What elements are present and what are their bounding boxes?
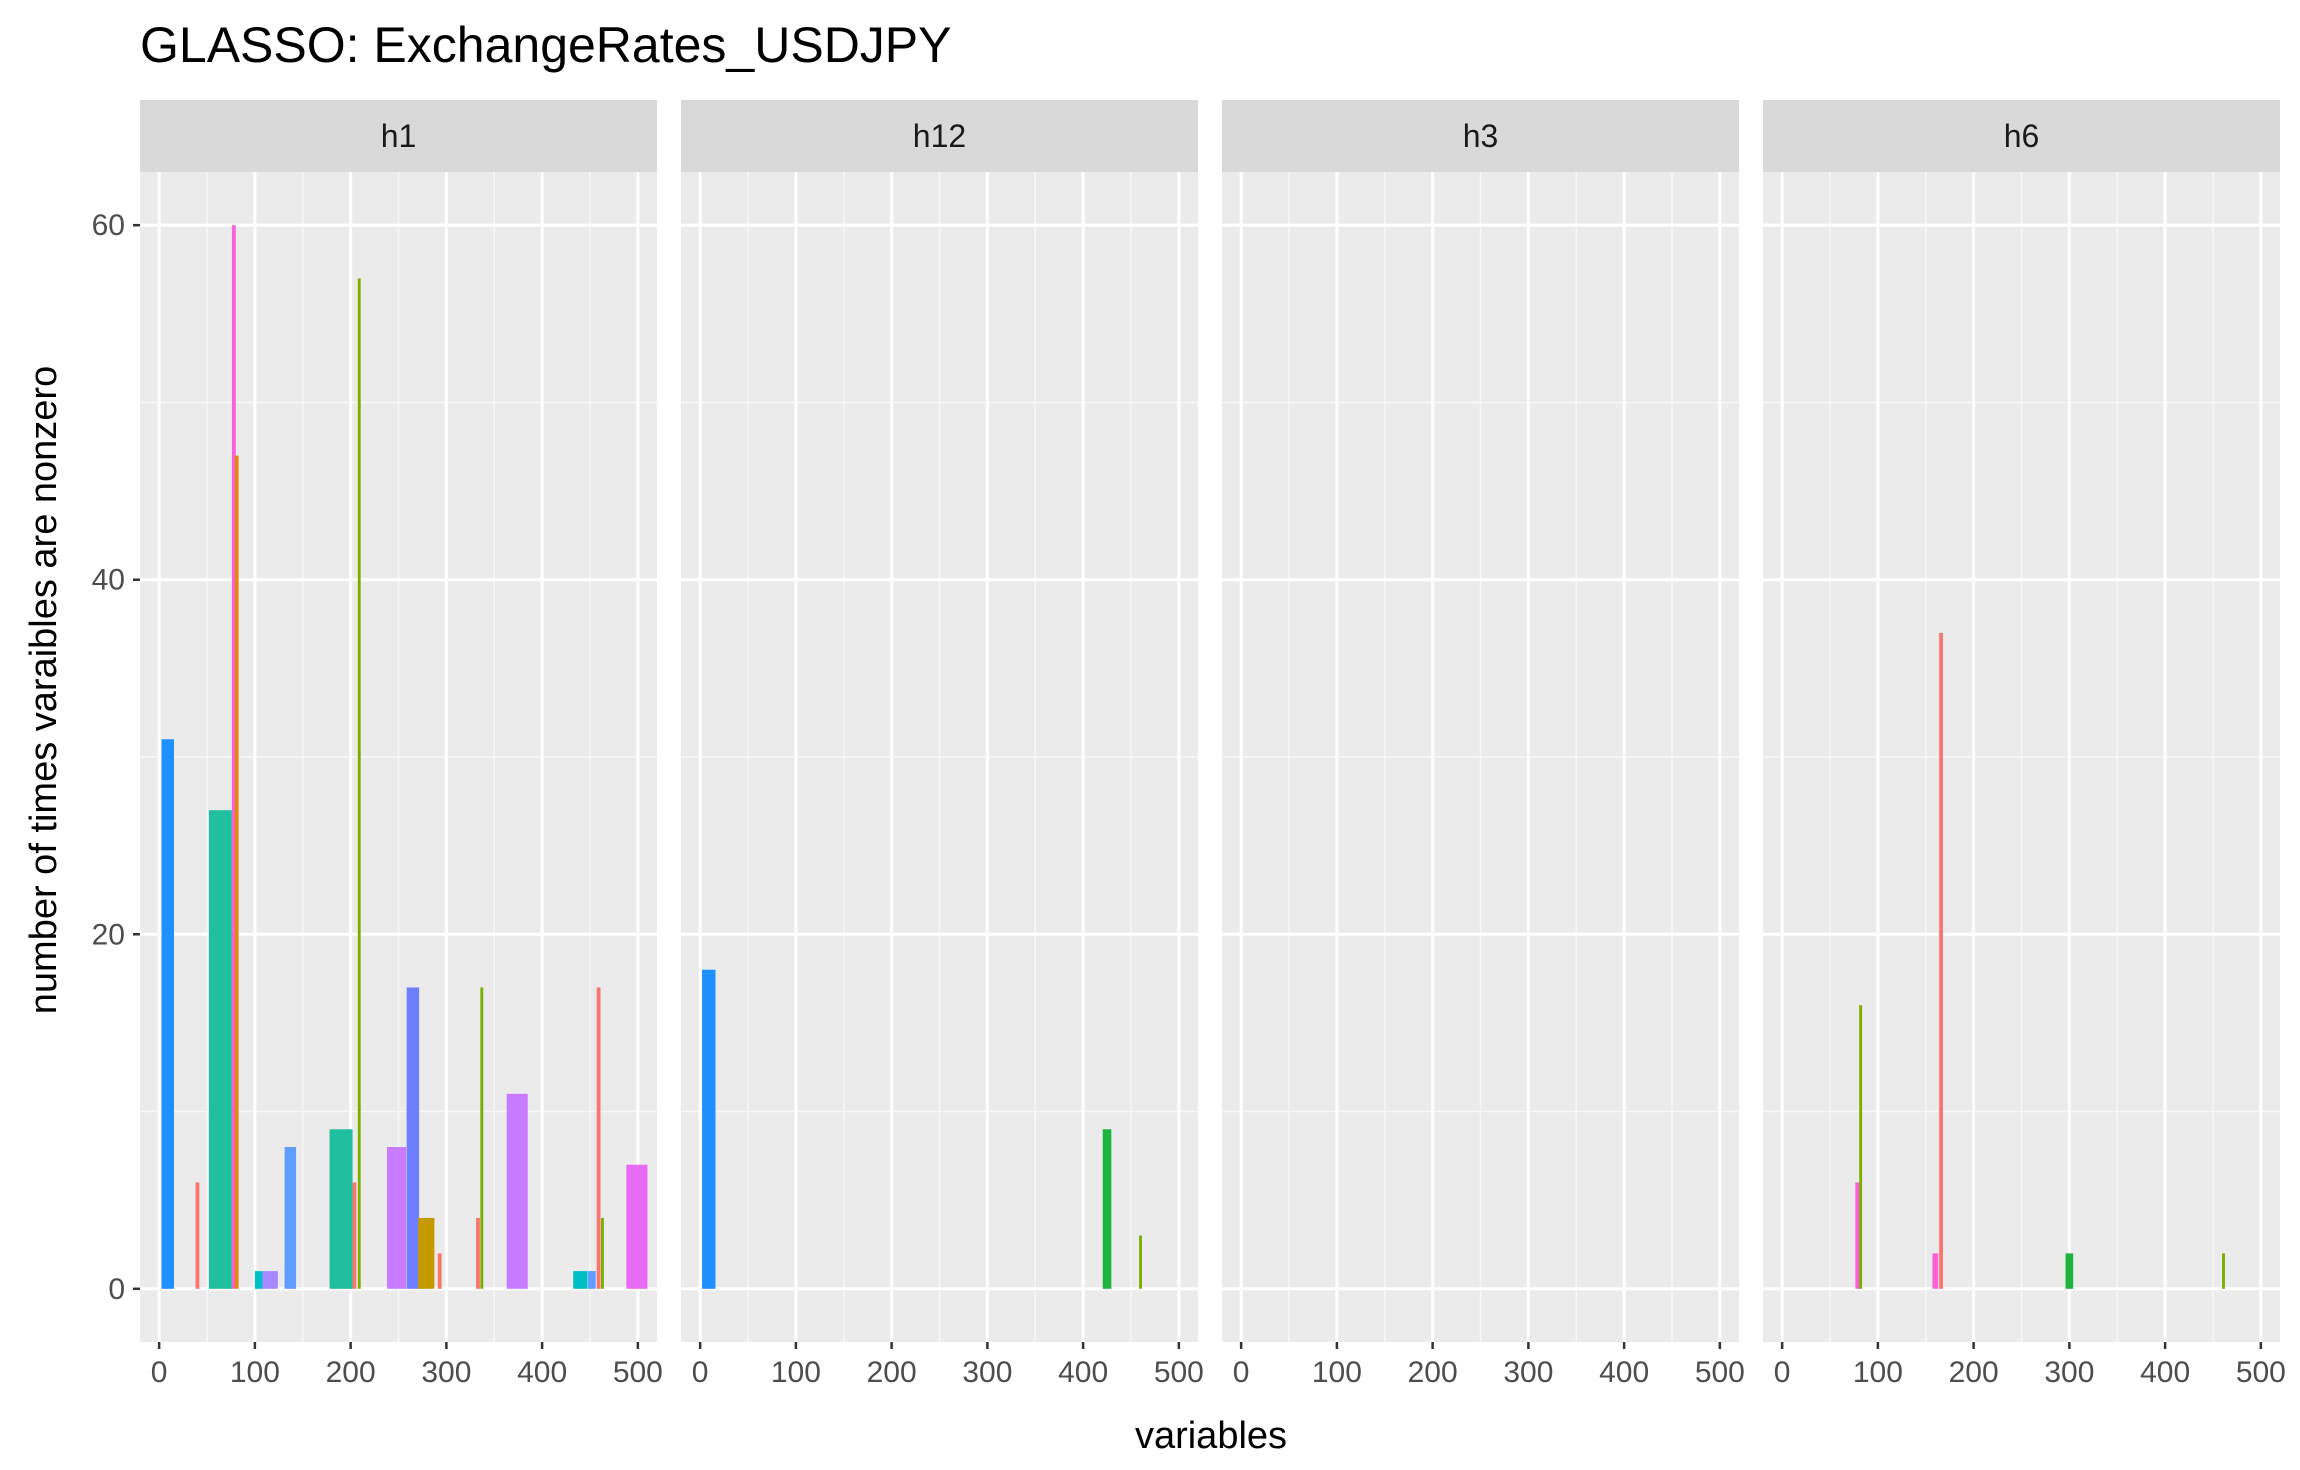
bar: [329, 1129, 353, 1289]
bar: [161, 739, 174, 1289]
facet-panel-h3: h3 0 100 200 300 400 500: [1222, 100, 1745, 1389]
bar: [480, 987, 484, 1289]
bar: [284, 1147, 297, 1289]
bar: [357, 278, 361, 1289]
x-tick-label: 300: [2044, 1356, 2094, 1389]
y-tick-label: 40: [92, 564, 125, 597]
x-tick-label: 300: [962, 1356, 1012, 1389]
bar: [418, 1217, 435, 1289]
bar: [588, 1271, 596, 1289]
bar: [1855, 1182, 1861, 1289]
facet-strip-label: h6: [2004, 118, 2040, 154]
bar: [600, 1217, 604, 1289]
bar: [437, 1253, 442, 1289]
y-axis-title: number of times varaibles are nonzero: [23, 366, 65, 1014]
bar: [234, 455, 239, 1289]
x-tick-label: 300: [1503, 1356, 1553, 1389]
y-tick-label: 20: [92, 918, 125, 951]
x-tick-label: 200: [1408, 1356, 1458, 1389]
y-tick-label: 0: [108, 1273, 125, 1306]
bar: [254, 1271, 263, 1289]
bar: [1939, 632, 1943, 1289]
x-tick-label: 0: [692, 1356, 709, 1389]
x-tick-label: 100: [771, 1356, 821, 1389]
x-tick-label: 500: [1695, 1356, 1745, 1389]
bar: [702, 969, 716, 1289]
bar: [476, 1217, 480, 1289]
bar: [1139, 1235, 1142, 1289]
x-tick-label: 100: [230, 1356, 280, 1389]
x-tick-label: 400: [1058, 1356, 1108, 1389]
x-tick-label: 200: [326, 1356, 376, 1389]
facet-panel-h1: h1 0 100 200 300 400 500: [140, 100, 663, 1389]
bar: [1102, 1129, 1112, 1289]
facet-strip-label: h3: [1463, 118, 1499, 154]
y-tick-label: 60: [92, 209, 125, 242]
bar: [195, 1182, 200, 1289]
x-tick-label: 0: [1774, 1356, 1791, 1389]
facet-panels: 0 20 40 60 h1 0 100 200 300 400 500 h12 0 100 200 300 40…: [92, 100, 2286, 1389]
bar: [208, 810, 232, 1289]
x-tick-label: 500: [2236, 1356, 2286, 1389]
x-tick-label: 100: [1312, 1356, 1362, 1389]
bar: [262, 1271, 278, 1289]
x-tick-label: 0: [1233, 1356, 1250, 1389]
bar: [2222, 1253, 2225, 1289]
facet-strip: [1763, 100, 2280, 172]
x-tick-label: 400: [1599, 1356, 1649, 1389]
bar: [387, 1147, 407, 1289]
bar: [506, 1093, 528, 1289]
bar: [2065, 1253, 2074, 1289]
facet-panel-h6: h6 0 100 200 300 400 500: [1763, 100, 2286, 1389]
x-tick-label: 300: [421, 1356, 471, 1389]
x-tick-label: 100: [1853, 1356, 1903, 1389]
bar: [1932, 1253, 1939, 1289]
x-tick-label: 500: [613, 1356, 663, 1389]
bar: [231, 225, 236, 1289]
bar: [352, 1182, 357, 1289]
facet-panel-h12: h12 0 100 200 300 400 500: [681, 100, 1204, 1389]
bar: [596, 987, 601, 1289]
facet-strip-label: h1: [381, 118, 417, 154]
facet-strip: [1222, 100, 1739, 172]
bar: [573, 1271, 588, 1289]
x-axis-title: variables: [1135, 1415, 1287, 1457]
chart-title: GLASSO: ExchangeRates_USDJPY: [140, 17, 952, 73]
facet-strip: [681, 100, 1198, 172]
x-tick-label: 500: [1154, 1356, 1204, 1389]
bar: [626, 1164, 648, 1289]
x-tick-label: 200: [867, 1356, 917, 1389]
facet-strip: [140, 100, 657, 172]
x-tick-label: 400: [2140, 1356, 2190, 1389]
bar: [406, 987, 420, 1289]
bar: [1859, 1005, 1863, 1289]
x-tick-label: 400: [517, 1356, 567, 1389]
x-tick-label: 0: [151, 1356, 168, 1389]
x-tick-label: 200: [1949, 1356, 1999, 1389]
facet-strip-label: h12: [913, 118, 966, 154]
